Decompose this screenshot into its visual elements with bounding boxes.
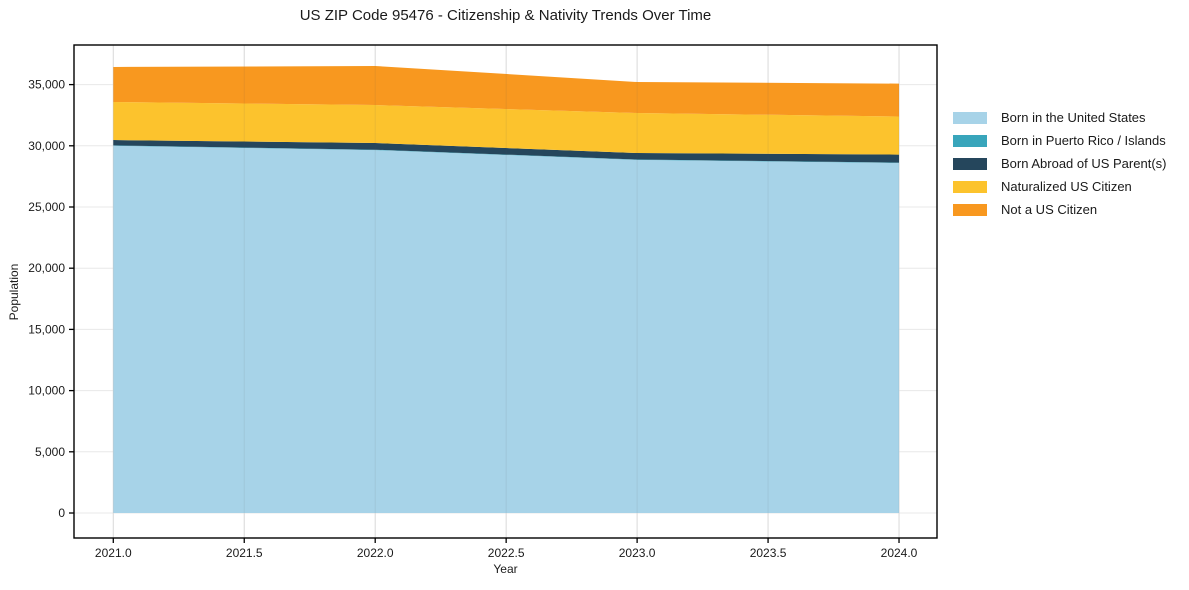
x-tick-label: 2022.5 (488, 546, 525, 560)
x-tick-label: 2021.5 (226, 546, 263, 560)
x-axis-label: Year (493, 562, 518, 576)
legend-swatch-born-abroad-of-us-parent-s (953, 157, 987, 170)
legend-swatch-born-in-the-united-states (953, 111, 987, 124)
legend-label-born-in-puerto-rico-islands: Born in Puerto Rico / Islands (1001, 133, 1166, 148)
x-tick-label: 2021.0 (95, 546, 132, 560)
legend-item-born-in-puerto-rico-islands: Born in Puerto Rico / Islands (953, 129, 1166, 152)
x-tick-label: 2024.0 (881, 546, 918, 560)
y-tick-label: 35,000 (28, 78, 65, 92)
y-tick-label: 25,000 (28, 200, 65, 214)
area-not-a-us-citizen (113, 65, 900, 117)
legend-swatch-naturalized-us-citizen (953, 180, 987, 193)
gridlines-overlay (112, 45, 900, 538)
legend-label-born-in-the-united-states: Born in the United States (1001, 110, 1146, 125)
legend-swatch-born-in-puerto-rico-islands (953, 134, 987, 147)
tick-marks (69, 83, 900, 543)
x-tick-label: 2023.5 (750, 546, 787, 560)
legend-label-naturalized-us-citizen: Naturalized US Citizen (1001, 179, 1132, 194)
legend-label-born-abroad-of-us-parent-s: Born Abroad of US Parent(s) (1001, 156, 1167, 171)
y-tick-label: 10,000 (28, 384, 65, 398)
legend-item-born-in-the-united-states: Born in the United States (953, 106, 1166, 129)
x-tick-label: 2023.0 (619, 546, 656, 560)
legend-item-not-a-us-citizen: Not a US Citizen (953, 198, 1166, 221)
x-tick-label: 2022.0 (357, 546, 394, 560)
legend-item-born-abroad-of-us-parent-s: Born Abroad of US Parent(s) (953, 152, 1166, 175)
area-born-abroad-of-us-parent-s (113, 140, 900, 163)
tick-labels: 2021.0 2021.5 2022.0 2022.5 2023.0 2023.5 2024… (28, 78, 917, 560)
area-born-in-the-united-states (113, 145, 900, 514)
legend-label-not-a-us-citizen: Not a US Citizen (1001, 202, 1098, 217)
y-tick-label: 0 (58, 506, 65, 520)
stacked-areas (113, 65, 900, 514)
axes-frame (73, 44, 938, 539)
area-naturalized-us-citizen (113, 101, 900, 155)
y-tick-label: 15,000 (28, 322, 65, 336)
legend: Born in the United States Born in Puerto … (953, 106, 1166, 221)
legend-item-naturalized-us-citizen: Naturalized US Citizen (953, 175, 1166, 198)
chart-title: US ZIP Code 95476 - Citizenship & Nativi… (299, 7, 712, 24)
y-tick-label: 30,000 (28, 139, 65, 153)
legend-swatch-not-a-us-citizen (953, 203, 987, 216)
y-tick-label: 5,000 (35, 445, 65, 459)
y-tick-label: 20,000 (28, 261, 65, 275)
